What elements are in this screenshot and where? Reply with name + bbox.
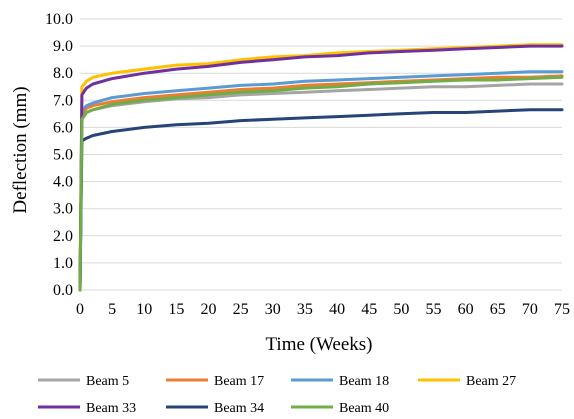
x-tick-label: 35: [297, 301, 313, 318]
series-line-beam-34: [78, 108, 564, 292]
y-tick-label: 2.0: [53, 228, 73, 245]
y-tick-label: 6.0: [53, 119, 73, 136]
series-line-beam-18: [78, 70, 564, 292]
x-tick-label: 45: [361, 301, 377, 318]
x-tick-label: 60: [458, 301, 474, 318]
y-tick-label: 7.0: [53, 92, 73, 109]
legend-label: Beam 27: [466, 374, 516, 389]
series-line-beam-40: [78, 75, 564, 292]
x-tick-label: 20: [201, 301, 217, 318]
series-lines: [78, 43, 564, 292]
x-tick-label: 70: [522, 301, 538, 318]
x-tick-labels: 0 5 10 15 20 25 30 35 40 45 50 55 60 65 70 75: [76, 301, 570, 318]
legend-item: Beam 33: [38, 401, 136, 416]
x-tick-label: 5: [108, 301, 116, 318]
y-tick-label: 1.0: [53, 255, 73, 272]
legend-label: Beam 33: [86, 401, 136, 416]
x-tick-label: 25: [233, 301, 249, 318]
x-tick-label: 50: [393, 301, 409, 318]
x-tick-label: 0: [76, 301, 84, 318]
y-tick-label: 9.0: [53, 38, 73, 55]
gridlines: [80, 18, 562, 291]
x-tick-label: 10: [136, 301, 152, 318]
x-tick-label: 15: [168, 301, 184, 318]
legend-item: Beam 17: [166, 374, 264, 389]
x-tick-label: 55: [425, 301, 441, 318]
legend-item: Beam 18: [291, 374, 389, 389]
y-axis-title: Deflection (mm): [10, 86, 31, 213]
x-tick-label: 75: [554, 301, 570, 318]
legend-label: Beam 5: [86, 374, 129, 389]
x-axis-title: Time (Weeks): [265, 334, 372, 355]
y-tick-label: 0.0: [53, 282, 73, 299]
y-tick-label: 10.0: [45, 11, 73, 28]
legend-item: Beam 27: [418, 374, 516, 389]
series-line-beam-33: [78, 44, 564, 292]
x-tick-label: 40: [329, 301, 345, 318]
y-tick-label: 4.0: [53, 174, 73, 191]
legend-label: Beam 18: [339, 374, 389, 389]
legend-item: Beam 40: [291, 401, 389, 416]
legend-label: Beam 17: [214, 374, 264, 389]
y-tick-label: 5.0: [53, 147, 73, 164]
series-line-beam-5: [78, 82, 564, 292]
x-tick-label: 65: [490, 301, 506, 318]
legend-label: Beam 34: [214, 401, 264, 416]
legend: Beam 5 Beam 17 Beam 18 Beam 27 Beam 33 Beam 3…: [38, 374, 516, 416]
y-tick-label: 8.0: [53, 65, 73, 82]
x-tick-label: 30: [265, 301, 281, 318]
series-line-beam-17: [78, 74, 564, 292]
legend-item: Beam 5: [38, 374, 129, 389]
legend-item: Beam 34: [166, 401, 264, 416]
y-tick-labels: 0.0 1.0 2.0 3.0 4.0 5.0 6.0 7.0 8.0 9.0 10.0: [45, 11, 73, 299]
legend-label: Beam 40: [339, 401, 389, 416]
y-tick-label: 3.0: [53, 201, 73, 218]
